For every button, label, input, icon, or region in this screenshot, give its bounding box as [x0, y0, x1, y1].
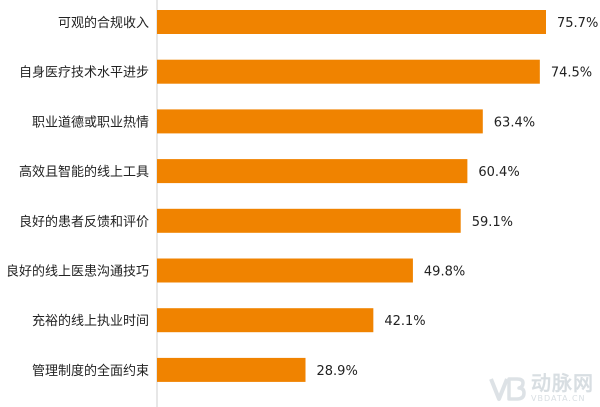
value-label: 42.1% — [384, 314, 425, 329]
value-label: 74.5% — [551, 66, 592, 81]
bar-1 — [157, 10, 546, 34]
bar-6 — [157, 258, 413, 283]
category-label: 职业道德或职业热情 — [32, 115, 149, 130]
bar-4 — [157, 159, 468, 184]
vb-logo-icon — [489, 377, 526, 401]
watermark-en-text: VBDATA.CN — [531, 394, 586, 403]
watermark: 动脉网 VBDATA.CN — [489, 373, 594, 403]
bar-8 — [157, 357, 306, 382]
value-label: 63.4% — [494, 115, 535, 130]
watermark-cn-text: 动脉网 — [531, 371, 594, 395]
bar-2 — [157, 59, 540, 84]
value-label: 60.4% — [478, 165, 519, 180]
bar-7 — [157, 308, 374, 333]
value-label: 49.8% — [424, 265, 465, 280]
value-label-group: 75.7% 74.5% 63.4% 60.4% 59.1% 49.8% 42.1% 28.9% — [317, 16, 599, 379]
category-label-group: 可观的合规收入自身医疗技术水平进步职业道德或职业热情高效且智能的线上工具良好的患… — [6, 15, 149, 379]
category-label: 充裕的线上执业时间 — [32, 313, 149, 329]
value-label: 59.1% — [472, 215, 513, 230]
category-label: 良好的患者反馈和评价 — [19, 214, 149, 230]
category-label: 管理制度的全面约束 — [32, 363, 149, 379]
category-label: 可观的合规收入 — [58, 15, 149, 31]
value-label: 75.7% — [557, 16, 598, 31]
category-label: 高效且智能的线上工具 — [19, 164, 149, 180]
bar-3 — [157, 109, 483, 134]
category-label: 良好的线上医患沟通技巧 — [6, 264, 149, 280]
category-label: 自身医疗技术水平进步 — [19, 65, 149, 81]
bar-group — [157, 10, 546, 382]
value-label: 28.9% — [317, 364, 358, 379]
bar-5 — [157, 208, 461, 233]
